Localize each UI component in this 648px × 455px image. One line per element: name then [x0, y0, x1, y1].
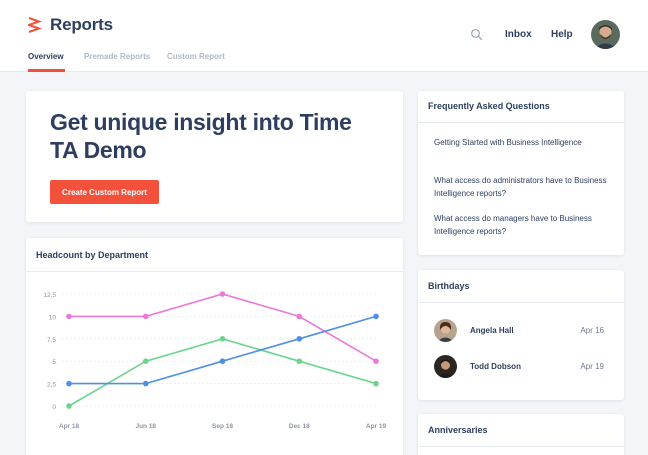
data-point [373, 313, 379, 320]
y-tick-label: 12,5 [43, 292, 56, 299]
anniversaries-title: Anniversaries [428, 425, 488, 435]
create-custom-report-button[interactable]: Create Custom Report [50, 180, 159, 204]
faq-card: Frequently Asked Questions Getting Start… [418, 91, 624, 255]
tab-overview[interactable]: Overview [28, 52, 64, 61]
x-tick-label: Apr 18 [59, 423, 80, 430]
tab-custom-report[interactable]: Custom Report [167, 52, 225, 61]
data-point [219, 336, 226, 342]
data-point [66, 313, 72, 320]
data-point [373, 358, 379, 364]
y-tick-label: 7,5 [47, 337, 56, 344]
data-point [142, 380, 149, 387]
app-title: Reports [50, 15, 113, 34]
headcount-line-chart: 0 2,5 5 7,5 10 12,5 Apr 18 Jun 18 Sep 18 Dec 18 Ap… [43, 291, 387, 430]
hero-title: Get unique insight into Time TA Demo [50, 109, 352, 163]
y-tick-label: 10 [49, 314, 57, 321]
active-tab-indicator [28, 69, 65, 72]
data-point [66, 403, 72, 409]
birthdays-title: Birthdays [428, 281, 470, 291]
data-point [373, 380, 379, 387]
data-point [296, 358, 303, 364]
faq-title: Frequently Asked Questions [428, 101, 550, 111]
data-point [142, 313, 149, 320]
y-tick-label: 2,5 [47, 382, 56, 389]
card-divider [418, 302, 624, 303]
faq-link-administrators-access[interactable]: What access do administrators have to Bu… [434, 176, 607, 198]
birthday-date: Apr 16 [580, 326, 604, 335]
hero-card: Get unique insight into Time TA Demo Cre… [26, 91, 403, 222]
chart-card-title: Headcount by Department [36, 250, 149, 260]
birthday-name[interactable]: Angela Hall [470, 326, 514, 335]
y-tick-label: 0 [52, 404, 56, 411]
data-point [66, 380, 72, 387]
series-line [69, 315, 377, 385]
birthday-date: Apr 19 [580, 362, 604, 371]
x-tick-label: Dec 18 [289, 423, 310, 430]
faq-link-getting-started[interactable]: Getting Started with Business Intelligen… [434, 138, 582, 147]
user-avatar[interactable] [591, 20, 620, 49]
avatar[interactable] [434, 319, 457, 342]
series-line [68, 337, 377, 407]
inbox-link[interactable]: Inbox [505, 29, 532, 40]
x-tick-label: Jun 18 [135, 423, 156, 430]
x-tick-label: Apr 19 [366, 423, 387, 430]
series-line [69, 293, 377, 362]
tab-premade-reports[interactable]: Premade Reports [84, 52, 151, 61]
top-header: Reports Overview Premade Reports Custom … [0, 0, 648, 72]
data-point [142, 358, 149, 364]
data-point [219, 291, 226, 297]
y-tick-label: 5 [52, 359, 56, 366]
avatar[interactable] [434, 355, 457, 378]
card-divider [26, 271, 403, 272]
card-divider [418, 122, 624, 123]
data-point [296, 313, 303, 320]
headcount-chart-card: Headcount by Department 0 2,5 5 7,5 10 12,5 Ap… [26, 238, 403, 455]
app-logo-icon[interactable] [28, 16, 42, 34]
anniversaries-card: Anniversaries [418, 414, 624, 455]
help-link[interactable]: Help [551, 29, 573, 40]
search-icon[interactable] [470, 28, 483, 41]
data-point [296, 336, 303, 342]
birthday-name[interactable]: Todd Dobson [470, 362, 521, 371]
card-divider [418, 446, 624, 447]
faq-link-managers-access[interactable]: What access do managers have to Business… [434, 214, 592, 236]
x-tick-label: Sep 18 [212, 423, 233, 430]
birthdays-card: Birthdays Angela Hall Apr 16 Todd Dobson… [418, 270, 624, 400]
data-point [219, 358, 226, 364]
